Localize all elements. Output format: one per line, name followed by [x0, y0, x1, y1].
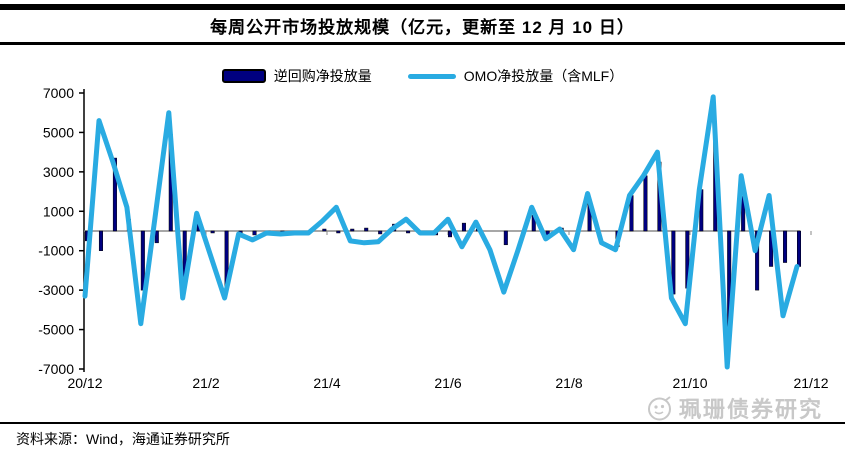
svg-text:21/4: 21/4	[313, 375, 340, 391]
watermark-logo-icon	[648, 395, 671, 420]
svg-text:-7000: -7000	[38, 361, 74, 377]
watermark: 珮珊债券研究	[646, 392, 823, 424]
title-bottom-border	[0, 42, 845, 45]
svg-text:20/12: 20/12	[67, 375, 102, 391]
svg-text:3000: 3000	[43, 164, 74, 180]
svg-text:-5000: -5000	[38, 322, 74, 338]
y-axis: 7000 5000 3000 1000 -1000 -3000 -5000 -7000	[38, 85, 85, 377]
bar-swatch-icon	[221, 69, 266, 83]
svg-text:21/2: 21/2	[192, 375, 219, 391]
svg-text:5000: 5000	[43, 124, 74, 140]
legend-label-reverse-repo: 逆回购净投放量	[273, 68, 372, 84]
chart-title: 每周公开市场投放规模（亿元，更新至 12 月 10 日）	[210, 18, 635, 37]
svg-text:21/6: 21/6	[434, 375, 461, 391]
watermark-text: 珮珊债券研究	[679, 397, 824, 422]
svg-text:-3000: -3000	[38, 282, 74, 298]
svg-text:7000: 7000	[43, 85, 74, 101]
svg-text:21/8: 21/8	[555, 375, 582, 391]
legend-item-reverse-repo: 逆回购净投放量	[221, 66, 372, 86]
chart-legend: 逆回购净投放量 OMO净投放量（含MLF）	[0, 66, 845, 86]
line-swatch-icon	[407, 73, 456, 79]
legend-label-omo: OMO净投放量（含MLF）	[463, 68, 624, 84]
legend-item-omo: OMO净投放量（含MLF）	[407, 66, 624, 86]
svg-text:-1000: -1000	[38, 243, 74, 259]
svg-text:21/10: 21/10	[672, 375, 707, 391]
svg-text:1000: 1000	[43, 203, 74, 219]
title-top-border	[0, 4, 845, 10]
omo-line	[82, 94, 800, 370]
svg-text:21/12: 21/12	[793, 375, 828, 391]
footer-divider	[0, 422, 845, 424]
source-note: 资料来源：Wind，海通证券研究所	[16, 431, 230, 447]
